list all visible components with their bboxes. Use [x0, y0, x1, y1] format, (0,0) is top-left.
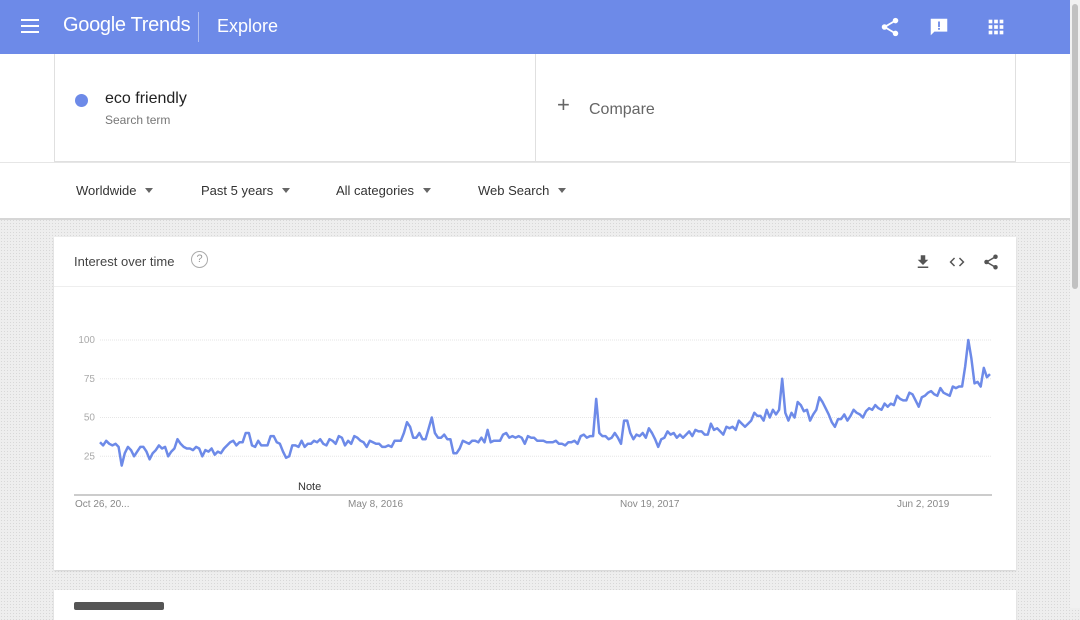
top-app-bar: Google Trends Explore — [0, 0, 1070, 54]
time-filter-label: Past 5 years — [201, 183, 274, 198]
chevron-down-icon — [282, 188, 291, 193]
search-term-card[interactable]: eco friendly Search term — [54, 54, 536, 162]
page-scrollbar[interactable] — [1070, 0, 1080, 608]
category-filter[interactable]: All categories — [336, 183, 432, 198]
header-divider — [198, 12, 199, 42]
interest-over-time-card: Interest over time ? 100 75 50 25 Oct 26, 20… — [54, 237, 1016, 570]
time-filter[interactable]: Past 5 years — [201, 183, 291, 198]
chevron-down-icon — [423, 188, 432, 193]
google-trends-logo[interactable]: Google Trends — [63, 14, 191, 37]
compare-label: Compare — [589, 101, 655, 118]
search-terms-section: eco friendly Search term + Compare — [0, 54, 1070, 162]
apps-icon[interactable] — [985, 16, 1007, 38]
interest-by-region-card — [54, 590, 1016, 620]
card-title: Interest over time — [74, 254, 175, 269]
feedback-icon[interactable] — [928, 16, 950, 38]
logo-google: Google — [63, 14, 126, 36]
page-title: Explore — [217, 16, 279, 36]
download-icon[interactable] — [914, 253, 932, 271]
region-filter[interactable]: Worldwide — [76, 183, 154, 198]
series-line-eco-friendly — [99, 338, 991, 467]
term-color-dot — [75, 94, 88, 107]
plus-icon: + — [557, 92, 570, 117]
y-tick-label: 100 — [78, 335, 95, 346]
y-tick-label: 25 — [84, 451, 96, 462]
interest-line-chart: 100 75 50 25 Oct 26, 20... May 8, 2016 Nov 19,… — [74, 335, 992, 510]
note-label[interactable]: Note — [298, 481, 321, 493]
x-tick-label: Nov 19, 2017 — [620, 499, 680, 510]
x-tick-label: May 8, 2016 — [348, 499, 403, 510]
menu-icon[interactable] — [21, 19, 39, 33]
compare-button[interactable]: + Compare — [535, 54, 1016, 162]
chevron-down-icon — [145, 188, 154, 193]
chevron-down-icon — [558, 188, 567, 193]
share-icon[interactable] — [879, 16, 901, 38]
x-tick-label: Oct 26, 20... — [75, 499, 129, 510]
search-term-type: Search term — [105, 113, 171, 127]
search-term-name[interactable]: eco friendly — [105, 90, 187, 107]
share-icon[interactable] — [982, 253, 1000, 271]
y-tick-label: 50 — [84, 413, 96, 424]
property-filter-label: Web Search — [478, 183, 550, 198]
logo-trends: Trends — [130, 14, 191, 36]
scrollbar-thumb[interactable] — [1072, 4, 1078, 289]
embed-icon[interactable] — [948, 253, 966, 271]
category-filter-label: All categories — [336, 183, 415, 198]
card-divider — [54, 286, 1016, 287]
y-tick-label: 75 — [84, 374, 96, 385]
property-filter[interactable]: Web Search — [478, 183, 567, 198]
help-icon[interactable]: ? — [191, 251, 208, 268]
region-filter-label: Worldwide — [76, 183, 137, 198]
filter-bar: Worldwide Past 5 years All categories We… — [0, 162, 1070, 220]
x-tick-label: Jun 2, 2019 — [897, 499, 950, 510]
card-title-placeholder — [74, 602, 164, 610]
